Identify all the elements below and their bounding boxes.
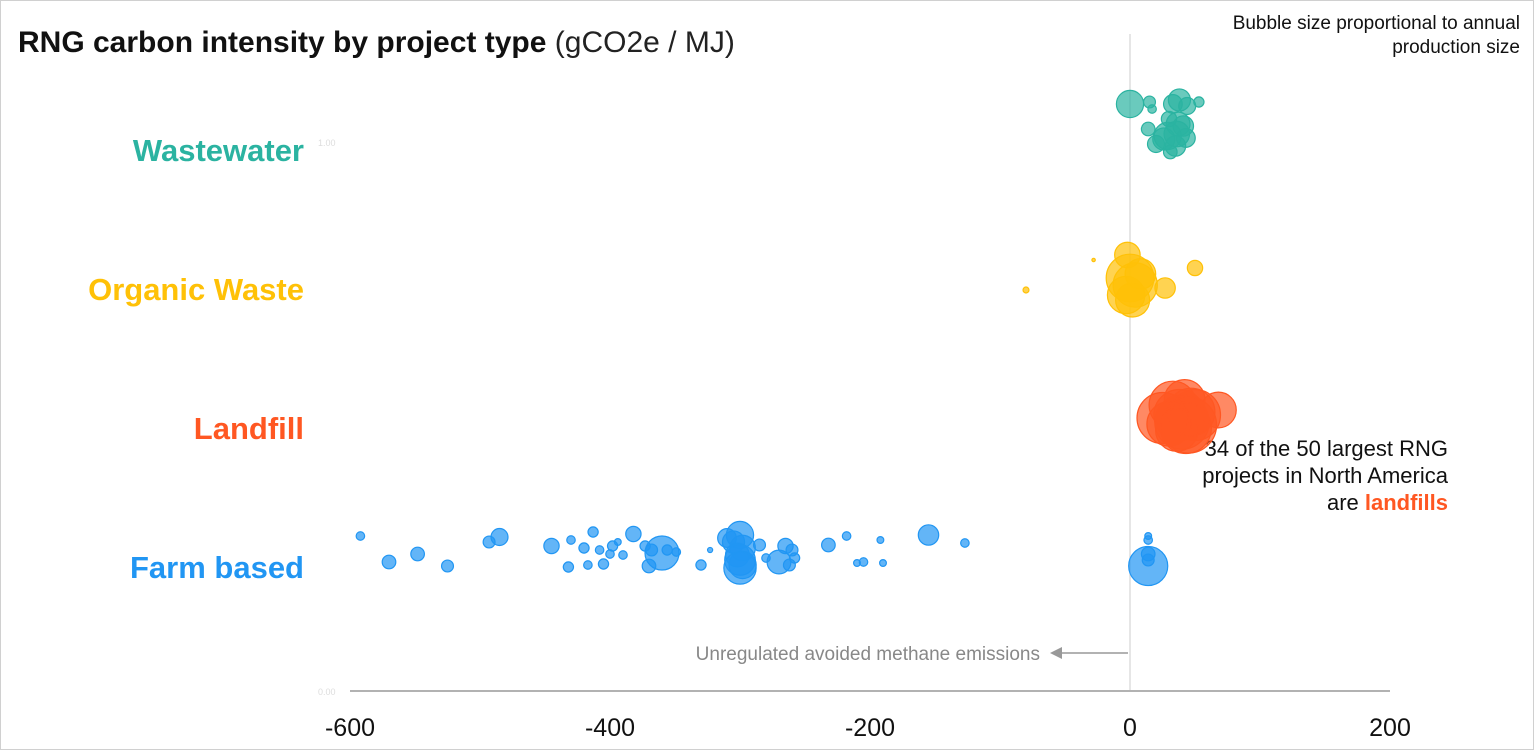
- bubble-point[interactable]: [821, 537, 836, 553]
- bubble-point[interactable]: [876, 535, 885, 544]
- bubble-point[interactable]: [1143, 535, 1154, 545]
- chart-title: RNG carbon intensity by project type (gC…: [18, 26, 735, 60]
- bubble-point[interactable]: [381, 554, 397, 570]
- category-label-landfill: Landfill: [193, 411, 304, 446]
- bubble-point[interactable]: [960, 538, 970, 548]
- annotation-highlight: landfills: [1364, 490, 1448, 515]
- bubble-point[interactable]: [917, 524, 940, 546]
- bubble-point[interactable]: [1175, 128, 1196, 148]
- bubble-point[interactable]: [587, 526, 599, 538]
- bubble-point[interactable]: [1140, 121, 1156, 137]
- bubble-point[interactable]: [578, 542, 590, 554]
- category-label-organic-waste: Organic Waste: [88, 272, 304, 307]
- series-organic: [1022, 241, 1204, 318]
- bubble-point[interactable]: [1022, 286, 1030, 294]
- bubble-point[interactable]: [641, 558, 657, 574]
- bubble-point[interactable]: [618, 550, 628, 560]
- bubble-point[interactable]: [671, 547, 682, 557]
- bubble-point[interactable]: [1154, 277, 1176, 299]
- bubble-point[interactable]: [355, 531, 366, 541]
- bubble-point[interactable]: [1091, 257, 1096, 263]
- bubble-point[interactable]: [490, 527, 509, 547]
- bubble-point[interactable]: [706, 546, 714, 554]
- bubble-point[interactable]: [752, 538, 767, 552]
- x-tick-label: 0: [1123, 714, 1137, 742]
- arrow-head-icon: [1050, 647, 1062, 659]
- bubble-point[interactable]: [1193, 96, 1205, 108]
- bubble-point[interactable]: [858, 557, 869, 567]
- bubble-point[interactable]: [1124, 258, 1157, 290]
- bubble-point[interactable]: [782, 558, 796, 572]
- x-tick-label: -400: [585, 714, 635, 742]
- bubble-point[interactable]: [625, 525, 642, 543]
- bubble-point[interactable]: [1186, 259, 1204, 277]
- bubble-point[interactable]: [1162, 144, 1178, 160]
- bubble-point[interactable]: [543, 537, 560, 555]
- category-label-wastewater: Wastewater: [132, 133, 304, 168]
- bubble-point[interactable]: [1115, 89, 1145, 119]
- bubble-point[interactable]: [410, 546, 426, 562]
- bubble-point[interactable]: [878, 558, 887, 567]
- bubble-layer: [355, 88, 1237, 587]
- category-label-farm-based: Farm based: [129, 550, 304, 585]
- series-landfill: [1136, 379, 1237, 455]
- methane-arrow: Unregulated avoided methane emissions: [696, 644, 1128, 665]
- x-tick-label: 200: [1369, 714, 1411, 742]
- bubble-size-note: Bubble size proportional to annual produ…: [1232, 13, 1520, 58]
- landfill-annotation: 34 of the 50 largest RNG projects in Nor…: [1168, 435, 1448, 516]
- bubble-point[interactable]: [583, 560, 593, 570]
- bubble-point[interactable]: [723, 551, 757, 585]
- bubble-point[interactable]: [661, 544, 673, 556]
- bubble-point[interactable]: [695, 559, 707, 571]
- bubble-point[interactable]: [1147, 104, 1157, 114]
- faint-label-bottom: 0.00: [318, 687, 336, 697]
- chart-title-main: RNG carbon intensity by project type: [18, 26, 547, 59]
- bubble-point[interactable]: [566, 535, 576, 545]
- annotation-text: 34 of the 50 largest RNG projects in Nor…: [1202, 436, 1448, 515]
- x-tick-label: -600: [325, 714, 375, 742]
- bubble-point[interactable]: [594, 545, 605, 555]
- bubble-point[interactable]: [597, 558, 610, 570]
- bubble-point[interactable]: [841, 531, 852, 541]
- bubble-point[interactable]: [440, 559, 455, 573]
- x-axis-ticks: -600 -400 -200 0 200: [325, 714, 1411, 742]
- bubble-point[interactable]: [1128, 545, 1169, 587]
- arrow-label: Unregulated avoided methane emissions: [696, 644, 1040, 665]
- faint-label-top: 1.00: [318, 138, 336, 148]
- chart-title-unit: (gCO2e / MJ): [554, 26, 735, 59]
- x-tick-label: -200: [845, 714, 895, 742]
- bubble-point[interactable]: [1154, 408, 1199, 452]
- bubble-point[interactable]: [613, 537, 622, 546]
- bubble-point[interactable]: [562, 561, 575, 573]
- series-farm: [355, 520, 1169, 587]
- series-wastewater: [1115, 88, 1205, 160]
